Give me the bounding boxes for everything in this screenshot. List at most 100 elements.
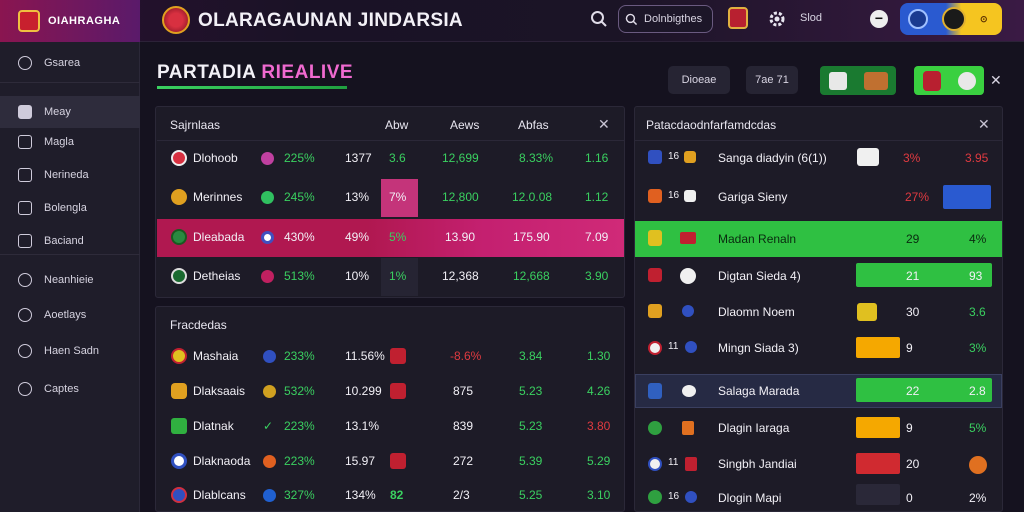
stat-a: 1377 xyxy=(345,151,372,165)
table-row[interactable]: Dlaknaoda 223% 15.97 272 5.39 5.29 xyxy=(157,443,624,481)
match-number: 16 xyxy=(668,151,680,162)
table-row[interactable]: Merinnes 245% 13% 7% 12,800 12.0.08 1.12 xyxy=(157,179,624,217)
team-name: Dlatnak xyxy=(193,419,234,433)
stat-b: 875 xyxy=(453,384,474,398)
close-icon[interactable]: ✕ xyxy=(990,72,1002,88)
sidebar-item-neanhieie[interactable]: Neanhieie xyxy=(0,265,140,295)
match-v2: 3.95 xyxy=(965,151,989,165)
stat-d: 4.26 xyxy=(587,384,611,398)
stat-icon xyxy=(261,231,274,244)
match-name: Dlaomn Noem xyxy=(718,305,795,319)
match-row[interactable]: 16 Dlogin Mapi 0 2% xyxy=(635,480,1002,510)
team-name: Merinnes xyxy=(193,190,243,204)
odds-bar[interactable] xyxy=(856,337,900,358)
page-title-part2: RIEALIVE xyxy=(261,62,354,83)
team-crest-icon xyxy=(648,457,662,471)
header-team-toggle-2[interactable] xyxy=(914,66,984,95)
search-input[interactable]: Dolnbigthes xyxy=(618,5,713,33)
stat-pct: 245% xyxy=(284,190,315,204)
gear-icon[interactable] xyxy=(768,10,786,28)
minus-button[interactable]: − xyxy=(870,10,888,28)
crest-icon[interactable] xyxy=(728,7,748,29)
column-header-abfas[interactable]: Abfas xyxy=(518,118,549,132)
match-row[interactable]: 16 Sanga diadyin (6(1)) 3% 3.95 xyxy=(635,140,1002,176)
header-button-1[interactable]: Dioeae xyxy=(668,66,730,94)
match-row[interactable]: 16 Gariga Sieny 27% xyxy=(635,179,1002,215)
search-field-icon xyxy=(625,13,638,25)
match-row-selected[interactable]: Madan Renaln 29 4% xyxy=(635,221,1002,257)
odds-bar[interactable] xyxy=(856,378,992,402)
team-crest-icon xyxy=(171,383,187,399)
square-icon xyxy=(18,234,32,248)
match-row[interactable]: Digtan Sieda 4) 21 93 xyxy=(635,258,1002,294)
avatar xyxy=(942,7,966,31)
sidebar-item-search[interactable]: Gsarea xyxy=(0,48,140,78)
profile-pill[interactable]: ⊙ xyxy=(900,3,1002,35)
table-row[interactable]: Dlatnak ✓ 223% 13.1% 839 5.23 3.80 xyxy=(157,408,624,446)
coin-icon: ⊙ xyxy=(980,13,988,24)
stat-icon xyxy=(261,270,274,283)
badge-icon xyxy=(857,303,877,321)
brand-logo-icon xyxy=(18,10,40,32)
stat-d: 175.90 xyxy=(513,230,550,244)
stat-b: 1% xyxy=(389,269,407,283)
stat-pct: 223% xyxy=(284,419,315,433)
close-icon[interactable]: ✕ xyxy=(978,116,990,132)
match-v2: 93 xyxy=(969,269,983,283)
team-crest-icon xyxy=(171,229,187,245)
stat-c: 12,368 xyxy=(442,269,479,283)
sidebar-divider xyxy=(0,254,140,255)
close-icon[interactable]: ✕ xyxy=(598,116,610,132)
match-v1: 22 xyxy=(906,384,920,398)
team-icon xyxy=(828,71,847,90)
stat-b: 272 xyxy=(453,454,474,468)
sidebar-item-baciand[interactable]: Baciand xyxy=(0,226,140,256)
stat-a: 134% xyxy=(345,488,376,502)
card-icon xyxy=(390,453,406,469)
odds-bar[interactable] xyxy=(943,185,991,209)
match-row[interactable]: 11 Singbh Jandiai 20 xyxy=(635,446,1002,482)
lock-icon xyxy=(18,168,32,182)
odds-bar[interactable] xyxy=(856,484,900,505)
odds-bar[interactable] xyxy=(856,453,900,474)
table-row[interactable]: Dlaksaais 532% 10.299 875 5.23 4.26 xyxy=(157,373,624,411)
match-row[interactable]: Dlaomn Noem 30 3.6 xyxy=(635,294,1002,330)
header-button-2[interactable]: 7ae 71 xyxy=(746,66,798,94)
match-row-active[interactable]: Salaga Marada 22 2.8 xyxy=(635,374,1002,408)
header-team-toggle[interactable] xyxy=(820,66,896,95)
table-row[interactable]: Detheias 513% 10% 1% 12,368 12,668 3.90 xyxy=(157,258,624,296)
stat-a: 15.97 xyxy=(345,454,376,468)
stat-pct: 223% xyxy=(284,454,315,468)
brand-block[interactable]: OIAHRAGHA xyxy=(0,0,140,42)
column-header-abw[interactable]: Abw xyxy=(385,118,409,132)
table-row[interactable]: Dlablcans 327% 134% 82 2/3 5.25 3.10 xyxy=(157,477,624,511)
sidebar-item-magla[interactable]: Magla xyxy=(0,127,140,157)
circle-icon xyxy=(18,382,32,396)
match-row[interactable]: Dlagin Iaraga 9 5% xyxy=(635,410,1002,446)
search-icon[interactable] xyxy=(590,10,608,28)
stat-c: 12,800 xyxy=(442,190,479,204)
column-header-aews[interactable]: Aews xyxy=(450,118,480,132)
sidebar-item-haen-sadn[interactable]: Haen Sadn xyxy=(0,336,140,366)
team-crest-icon xyxy=(648,189,662,203)
sidebar-item-bolengla[interactable]: Bolengla xyxy=(0,193,140,223)
matches-panel xyxy=(634,106,1003,512)
sidebar-item-nerineda[interactable]: Nerineda xyxy=(0,160,140,190)
brand-text: OIAHRAGHA xyxy=(48,15,120,27)
table-row[interactable]: Mashaia 233% 11.56% -8.6% 3.84 1.30 xyxy=(157,338,624,376)
table-row[interactable]: Dlohoob 225% 1377 3.6 12,699 8.33% 1.16 xyxy=(157,140,624,178)
table-row-selected[interactable]: Dleabada 430% 49% 5% 13.90 175.90 7.09 xyxy=(157,219,624,257)
odds-bar[interactable] xyxy=(856,263,992,287)
odds-bar[interactable] xyxy=(856,417,900,438)
sidebar-item-label: Captes xyxy=(44,383,79,395)
sidebar-item-aoetlays[interactable]: Aoetlays xyxy=(0,300,140,330)
sidebar-item-home[interactable]: Meay xyxy=(0,96,140,128)
match-row[interactable]: 11 Mingn Siada 3) 9 3% xyxy=(635,330,1002,366)
match-v1: 29 xyxy=(906,232,920,246)
sidebar-item-captes[interactable]: Captes xyxy=(0,374,140,404)
team-crest-icon xyxy=(682,421,694,435)
match-name: Salaga Marada xyxy=(718,384,800,398)
top-label[interactable]: Slod xyxy=(800,12,823,24)
team-name: Dlablcans xyxy=(193,488,246,502)
team-crest-icon xyxy=(685,491,697,503)
